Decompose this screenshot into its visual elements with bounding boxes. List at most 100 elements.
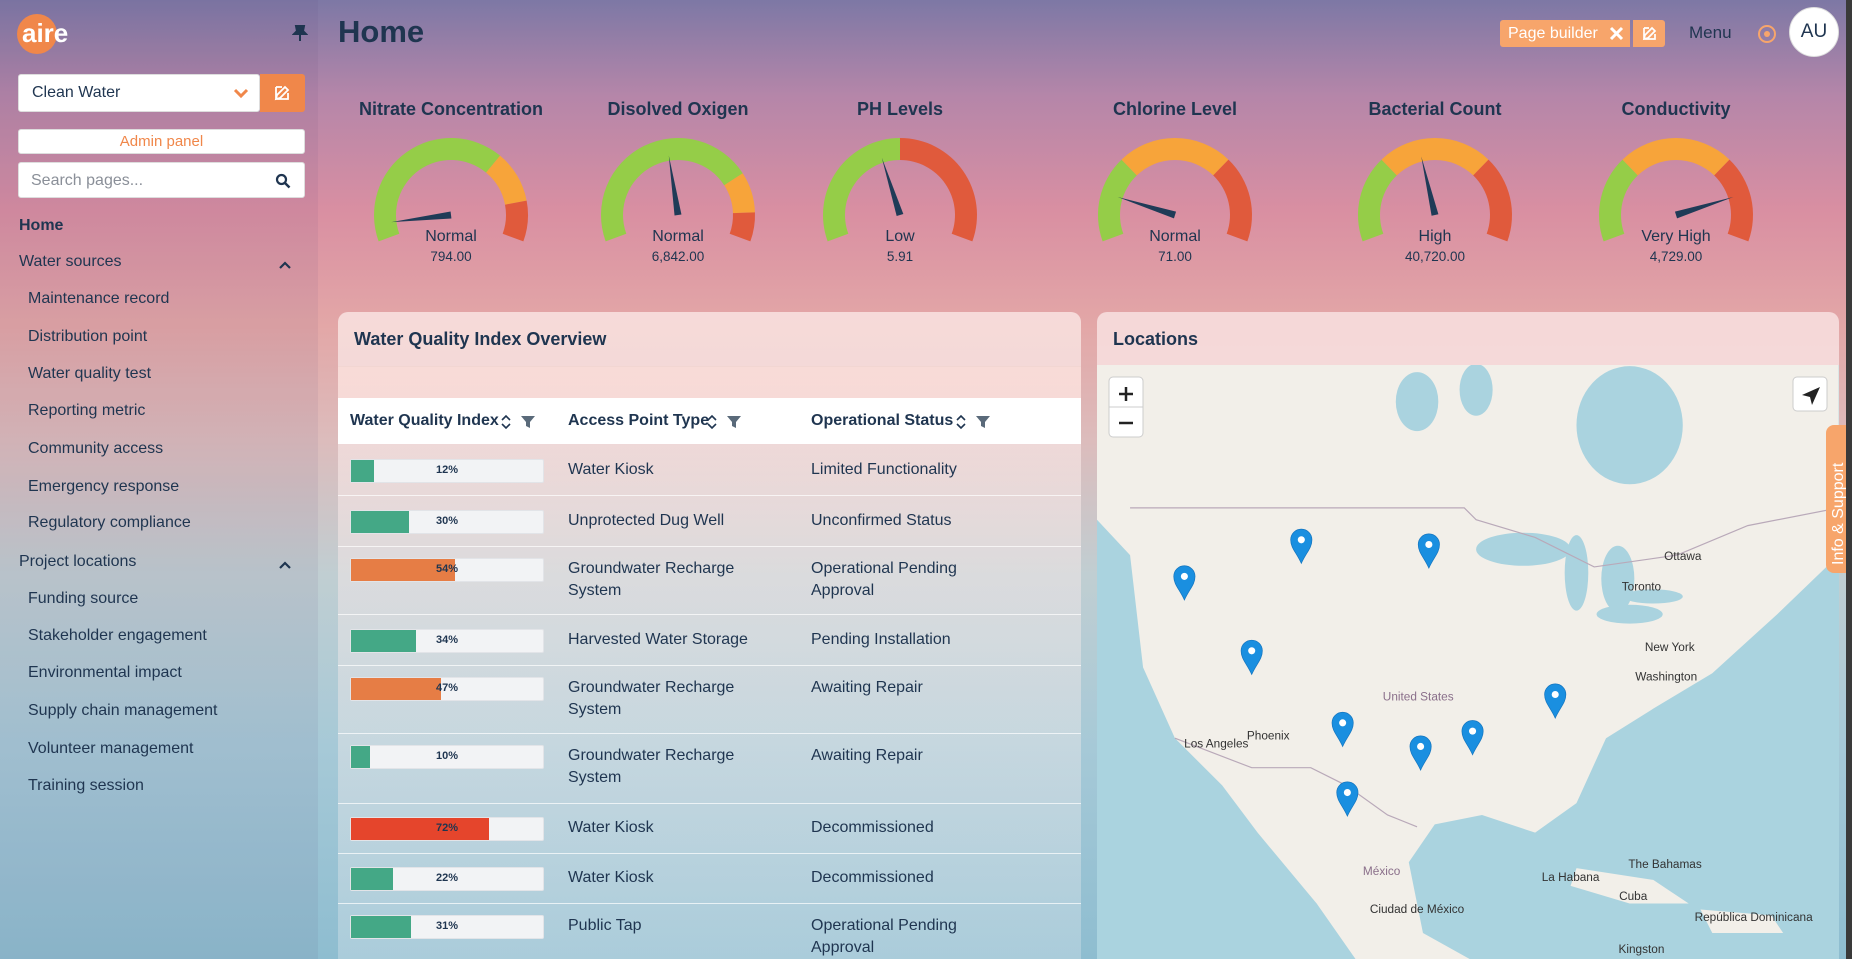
row-divider (338, 803, 1081, 804)
map-pin-dot (1551, 690, 1559, 699)
gauge-needle (668, 155, 682, 216)
gauge-title: PH Levels (857, 99, 943, 119)
map-label: Washington (1635, 669, 1697, 683)
operational-status: Decommissioned (811, 819, 934, 836)
nav-item[interactable]: Funding source (28, 590, 139, 607)
gauge-status: Normal (425, 228, 477, 245)
progress-bar (351, 678, 442, 700)
map-label: República Dominicana (1695, 910, 1813, 924)
nav-item[interactable]: Regulatory compliance (28, 514, 191, 531)
map-pin[interactable] (1331, 711, 1354, 748)
map-pin[interactable] (1173, 565, 1196, 601)
search-box[interactable]: Search pages... (18, 162, 305, 198)
progress-label: 10% (435, 750, 459, 762)
nav-item[interactable]: Water quality test (28, 365, 152, 382)
nav-item[interactable]: Reporting metric (28, 402, 146, 419)
edit-page-button[interactable] (1633, 20, 1665, 47)
wqi-panel: Water Quality Index Overview Water Quali… (338, 312, 1081, 959)
operational-status: Operational Pending Approval (811, 917, 957, 956)
zoom-control[interactable] (1108, 376, 1144, 438)
sort-filter-icons[interactable] (706, 412, 746, 432)
row-divider (338, 733, 1081, 734)
map-pin-dot (1469, 727, 1477, 735)
row-divider (338, 853, 1081, 854)
nav-item[interactable]: Distribution point (28, 328, 148, 345)
access-point-type: Water Kiosk (568, 869, 654, 886)
nav-item[interactable]: Maintenance record (28, 290, 170, 307)
operational-status: Awaiting Repair (811, 747, 923, 764)
access-point-type: Water Kiosk (568, 819, 654, 836)
workspace-name: Clean Water (32, 84, 121, 101)
nav-item[interactable]: Emergency response (28, 478, 180, 495)
map-pin[interactable] (1544, 683, 1567, 719)
access-point-type: Groundwater Recharge System (568, 747, 735, 786)
nav-section[interactable]: Water sources (19, 253, 122, 270)
progress-bar (351, 510, 409, 533)
collapse-chevron[interactable] (278, 257, 292, 269)
gauge-segment (823, 138, 900, 242)
progress-label: 22% (435, 872, 459, 884)
gauge-status: Normal (1149, 228, 1201, 245)
gauge-segment (1473, 159, 1512, 242)
map-pin[interactable] (1290, 528, 1313, 565)
gauge-segment (729, 212, 755, 242)
progress-bar (351, 459, 375, 482)
column-header[interactable]: Access Point Type (568, 412, 710, 429)
map-pin-dot (1339, 719, 1347, 727)
column-header[interactable]: Water Quality Index (350, 412, 499, 429)
nav-item[interactable]: Community access (28, 440, 164, 457)
gauge-segment (502, 200, 528, 242)
access-point-type: Unprotected Dug Well (568, 511, 725, 529)
collapse-chevron[interactable] (278, 557, 292, 569)
map-pin-dot (1180, 572, 1188, 580)
panel-title: Water Quality Index Overview (354, 329, 607, 349)
map-label: Cuba (1619, 889, 1648, 903)
nav-item[interactable]: Stakeholder engagement (28, 627, 207, 644)
menu-button[interactable]: Menu (1689, 23, 1732, 42)
lake (1564, 535, 1589, 611)
help-icon[interactable] (1757, 24, 1777, 44)
avatar[interactable]: AU (1789, 7, 1839, 57)
operational-status: Decommissioned (811, 869, 934, 886)
nav-item-active[interactable]: Home (19, 217, 64, 234)
nav-item[interactable]: Volunteer management (28, 740, 194, 757)
locate-icon (1802, 387, 1820, 405)
gauge-needle (881, 157, 904, 217)
nav-item[interactable]: Environmental impact (28, 664, 182, 681)
edit-workspace-button[interactable] (260, 74, 305, 112)
column-header[interactable]: Operational Status (811, 412, 954, 429)
progress-label: 30% (435, 514, 459, 527)
map-pin[interactable] (1461, 720, 1484, 756)
admin-panel-button[interactable]: Admin panel (18, 129, 305, 154)
gauge-title: Bacterial Count (1368, 99, 1501, 119)
gauge-needle (1421, 156, 1439, 216)
page-builder-button[interactable]: Page builder (1500, 20, 1630, 47)
row-divider (338, 903, 1081, 904)
progress-label: 54% (435, 563, 459, 575)
sort-filter-icons[interactable] (955, 412, 995, 432)
access-point-type: Public Tap (568, 917, 642, 934)
nav-item[interactable]: Supply chain management (28, 702, 218, 719)
progress-label: 47% (435, 682, 459, 694)
lake (1476, 532, 1571, 566)
gauge-segment (374, 138, 501, 242)
nav-section[interactable]: Project locations (19, 553, 137, 570)
edit-icon (1642, 26, 1657, 41)
gauge-status: Low (885, 228, 915, 245)
sort-filter-icons[interactable] (500, 412, 540, 432)
map-pin[interactable] (1417, 533, 1440, 570)
progress-track: 54% (350, 558, 544, 582)
progress-track: 30% (350, 509, 544, 534)
gauge-value: 5.91 (887, 249, 913, 264)
map-pin[interactable] (1240, 639, 1263, 676)
map-pin[interactable] (1336, 781, 1359, 818)
access-point-type: Groundwater Recharge System (568, 560, 735, 599)
zoom-in[interactable] (1119, 387, 1133, 425)
map[interactable]: Ottawa Toronto New York Washington United St… (1097, 365, 1839, 959)
gauge-status: High (1419, 228, 1452, 245)
nav-item[interactable]: Training session (28, 777, 144, 794)
pin-icon[interactable] (292, 24, 308, 42)
map-pin[interactable] (1409, 735, 1432, 771)
progress-track: 10% (350, 745, 544, 769)
workspace-select[interactable]: Clean Water (18, 74, 260, 112)
